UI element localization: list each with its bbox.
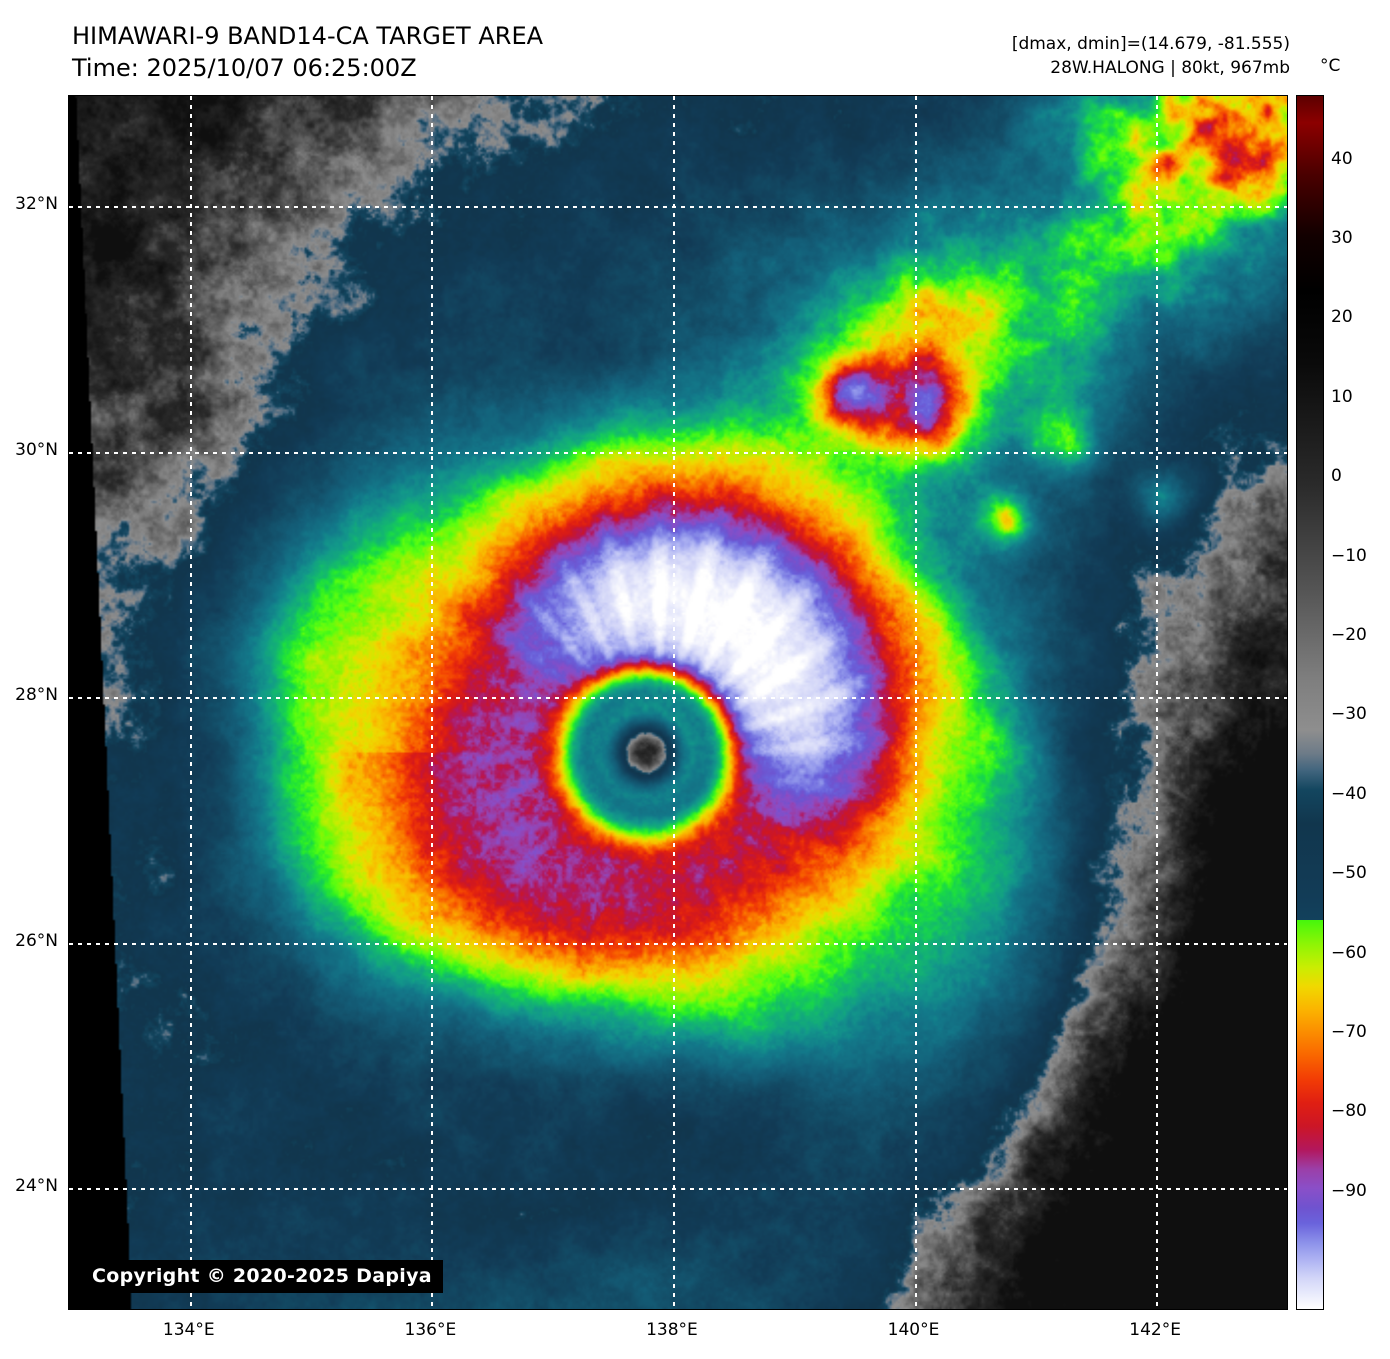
infrared-satellite-heatmap	[69, 96, 1287, 1309]
lon-tick-label: 142°E	[1129, 1320, 1181, 1340]
colorbar-tick-label: −10	[1331, 545, 1367, 566]
colorbar-tick-label: 40	[1331, 148, 1353, 169]
lon-tick-label: 140°E	[887, 1320, 940, 1340]
timestamp: Time: 2025/10/07 06:25:00Z	[72, 54, 417, 82]
data-range-label: [dmax, dmin]=(14.679, -81.555)	[1011, 34, 1290, 54]
metadata-block: [dmax, dmin]=(14.679, -81.555) 28W.HALON…	[1012, 32, 1290, 80]
copyright-watermark: Copyright © 2020-2025 Dapiya	[81, 1260, 443, 1293]
lon-tick-label: 136°E	[404, 1320, 457, 1340]
colorbar-gradient-lower	[1296, 920, 1324, 1310]
lat-tick-label: 32°N	[15, 194, 58, 215]
colorbar-tick-label: −40	[1331, 783, 1367, 804]
lat-tick-label: 24°N	[15, 1176, 58, 1197]
colorbar-tick-label: −60	[1331, 942, 1367, 963]
colorbar-tick-label: 10	[1331, 386, 1353, 407]
colorbar-tick-label: −90	[1331, 1180, 1367, 1201]
lat-tick-label: 26°N	[15, 930, 58, 951]
colorbar-tick-label: −70	[1331, 1022, 1367, 1043]
colorbar-tick-label: 0	[1331, 466, 1342, 487]
lon-tick-label: 134°E	[162, 1320, 215, 1340]
storm-info-label: 28W.HALONG | 80kt, 967mb	[1050, 58, 1290, 78]
lon-tick-label: 138°E	[646, 1320, 698, 1340]
colorbar-tick-label: −50	[1331, 863, 1367, 884]
lat-tick-label: 30°N	[15, 439, 58, 460]
colorbar-unit-label: °C	[1320, 56, 1341, 76]
satellite-image-plot: Copyright © 2020-2025 Dapiya	[68, 95, 1288, 1310]
lat-tick-label: 28°N	[15, 685, 58, 706]
colorbar-tick-label: −30	[1331, 704, 1367, 725]
title-block: HIMAWARI-9 BAND14-CA TARGET AREA Time: 2…	[72, 20, 543, 84]
page-title: HIMAWARI-9 BAND14-CA TARGET AREA	[72, 22, 544, 50]
colorbar-tick-label: 30	[1331, 227, 1353, 248]
colorbar-tick-label: −80	[1331, 1101, 1367, 1122]
colorbar-tick-label: 20	[1331, 307, 1353, 328]
colorbar-tick-label: −20	[1331, 625, 1367, 645]
